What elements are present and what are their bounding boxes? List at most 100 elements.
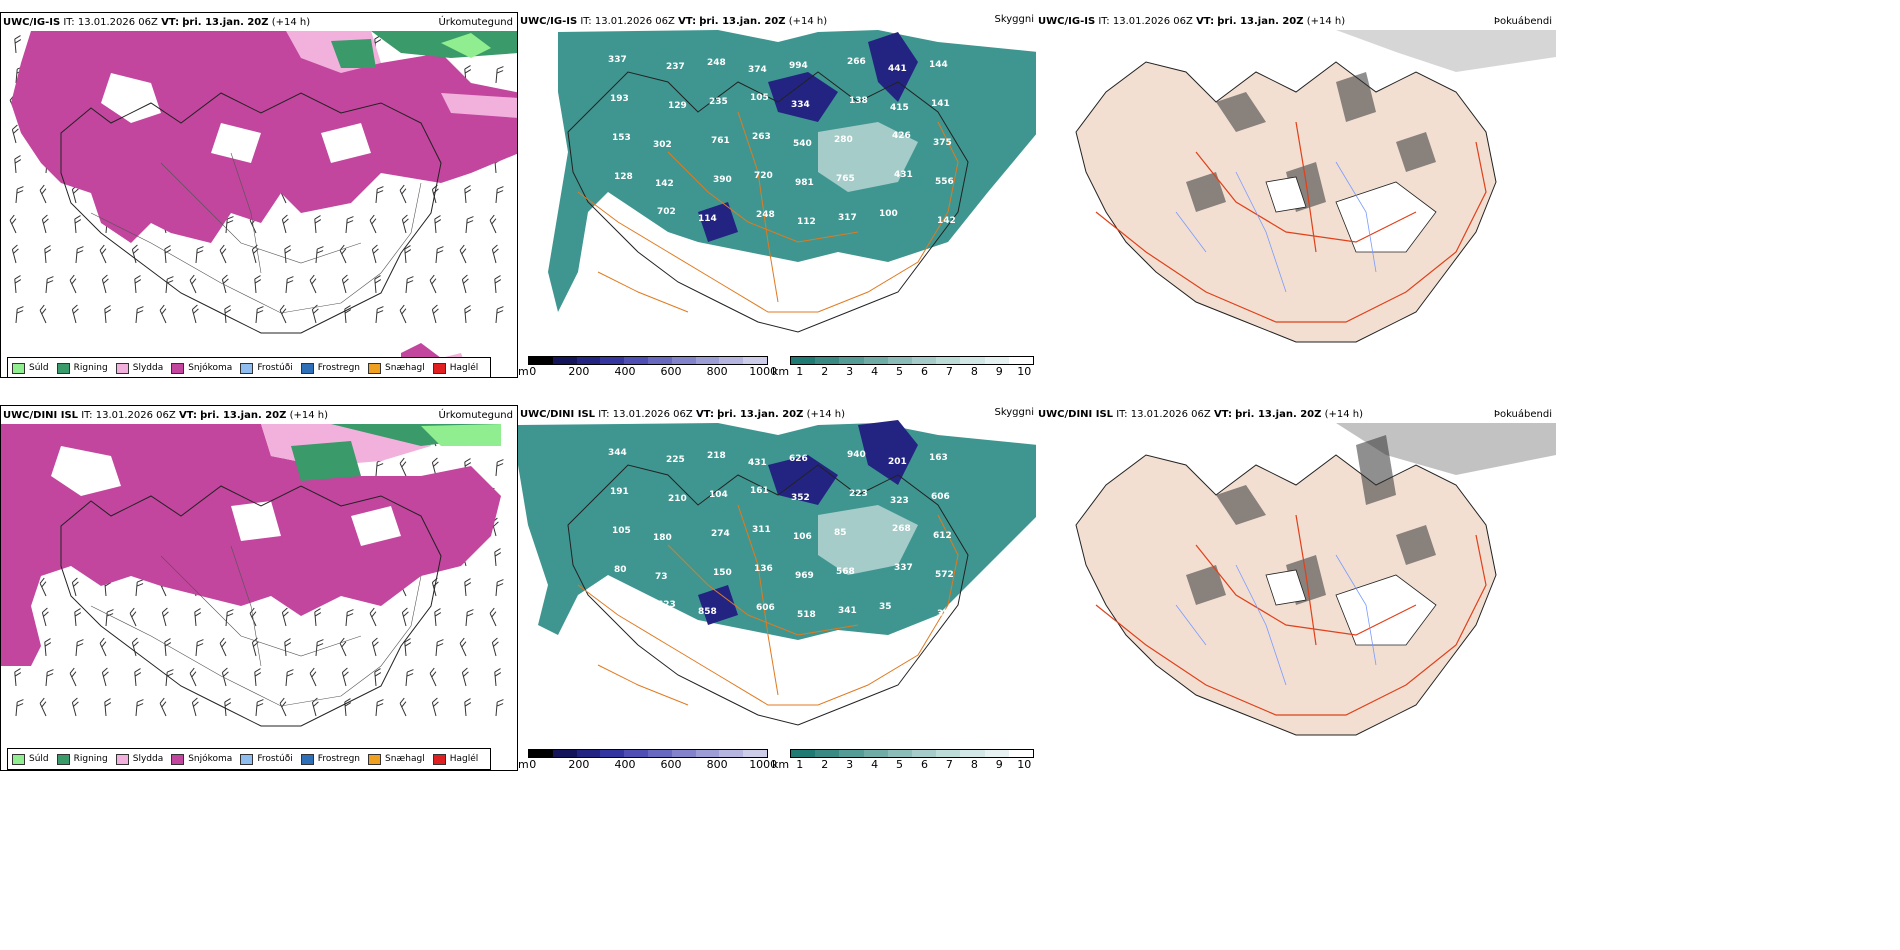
legend-swatch	[56, 753, 70, 765]
elevation-label: 141	[931, 99, 950, 109]
colorbar-segment	[695, 357, 720, 364]
wind-barb	[74, 608, 82, 627]
colorbar-tick: 9	[995, 365, 1003, 378]
wind-barb	[401, 214, 409, 234]
elevation-label: 323	[890, 496, 909, 506]
legend-label: Frostúði	[257, 363, 293, 373]
colorbar-tick: 9	[995, 758, 1003, 771]
wind-barb	[405, 276, 414, 294]
colorbar-tick: 8	[970, 365, 978, 378]
wind-barb	[371, 244, 379, 264]
colorbar-segment	[719, 357, 744, 364]
wind-barb	[159, 304, 167, 324]
colorbar-tick: 1	[796, 365, 804, 378]
elevation-label: 441	[888, 64, 907, 74]
elevation-label: 431	[894, 170, 913, 180]
wind-barb	[224, 305, 232, 324]
iceland-coastline	[567, 71, 969, 333]
legend-swatch	[12, 362, 25, 374]
colorbar-tick: 0	[529, 365, 537, 378]
legend-label: Rigning	[73, 754, 108, 764]
colorbar-segment	[887, 357, 913, 364]
wind-barb	[371, 637, 379, 657]
precip-panel-row1: UWC/IG-IS IT: 13.01.2026 06Z VT: þri. 13…	[0, 12, 518, 378]
wind-barb	[434, 608, 442, 627]
rivers	[1175, 161, 1377, 293]
elevation-label: 431	[748, 458, 767, 468]
roads	[577, 504, 959, 706]
elevation-unit: m	[518, 758, 529, 771]
wind-barb	[495, 306, 504, 324]
wind-barb	[189, 274, 197, 294]
roads	[90, 545, 422, 707]
wind-barb	[279, 697, 287, 717]
wind-barb	[255, 699, 264, 717]
elevation-label: 106	[793, 532, 812, 542]
colorbar-segment	[671, 357, 696, 364]
colorbar-segment	[960, 357, 985, 364]
visibility-unit: km	[772, 365, 790, 378]
wind-barb	[224, 698, 232, 717]
elevation-label: 237	[666, 62, 685, 72]
high-elevation-area	[698, 420, 918, 625]
wind-barb	[254, 275, 262, 294]
wind-barb	[374, 275, 382, 294]
wind-barb	[464, 698, 472, 717]
colorbar-tick: 600	[660, 758, 682, 771]
legend-label: Slydda	[132, 754, 164, 764]
elevation-label: 606	[931, 492, 950, 502]
glacier-white	[1265, 176, 1437, 253]
legend-item: Haglél	[432, 753, 478, 765]
colorbar-segment	[815, 357, 840, 364]
colorbar-segment	[815, 750, 840, 757]
precip-panel-row2: UWC/DINI ISL IT: 13.01.2026 06Z VT: þri.…	[0, 405, 518, 771]
elevation-label: 317	[838, 213, 857, 223]
wind-barb	[461, 667, 469, 687]
elevation-label: 612	[933, 531, 952, 541]
elevation-label: 341	[838, 606, 857, 616]
wind-barb	[74, 215, 82, 234]
wind-barb	[375, 306, 384, 324]
colorbar-tick: 1000	[749, 365, 778, 378]
wind-barb	[69, 274, 77, 294]
colorbar-tick: 3	[846, 758, 854, 771]
colorbar-tick: 2	[821, 758, 829, 771]
elevation-label: 142	[655, 179, 674, 189]
colorbar-segment	[600, 357, 625, 364]
wind-barb	[495, 699, 504, 717]
wind-barb	[99, 637, 107, 657]
legend-item: Snjókoma	[171, 753, 232, 765]
colorbar-segment	[839, 357, 864, 364]
wind-barb	[164, 245, 172, 264]
elevation-label: 35	[879, 602, 892, 612]
elevation-label: 426	[892, 131, 911, 141]
colorbar-segment	[743, 357, 767, 364]
wind-barb	[41, 607, 49, 627]
wind-barb	[134, 275, 142, 294]
wind-barb	[495, 186, 504, 204]
low-visibility-area	[818, 505, 918, 575]
wind-barb	[135, 699, 144, 717]
elevation-label: 940	[847, 450, 866, 460]
panel-type-title: Úrkomutegund	[438, 410, 513, 421]
elevation-label: 191	[610, 487, 629, 497]
colorbar-segment	[984, 357, 1009, 364]
colorbar-tick: 0	[529, 758, 537, 771]
wind-barb	[464, 305, 472, 324]
colorbar-tick: 4	[871, 365, 879, 378]
colorbar-tick: 7	[945, 758, 953, 771]
colorbar-segment	[960, 750, 985, 757]
elevation-label: 720	[754, 171, 773, 181]
colorbar-tick: 6	[920, 365, 928, 378]
wind-barb	[489, 607, 497, 627]
wind-barb	[375, 699, 384, 717]
roads	[90, 152, 422, 314]
legend-swatch	[240, 362, 254, 374]
wind-barb	[314, 608, 322, 627]
elevation-label: 100	[879, 209, 898, 219]
iceland-coastline	[567, 464, 969, 726]
wind-barb	[459, 637, 467, 657]
colorbar-tick: 3	[846, 365, 854, 378]
wind-barb	[71, 697, 79, 717]
